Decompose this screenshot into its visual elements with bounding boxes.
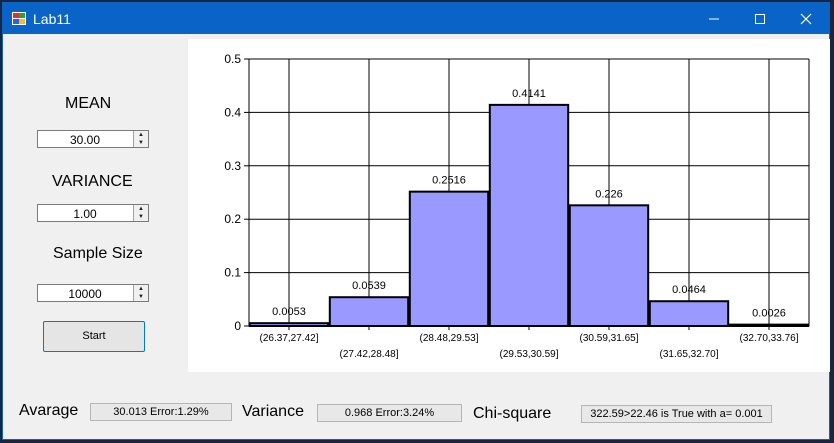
bar-data-label: 0.0026 [752,308,786,320]
maximize-icon [755,14,765,25]
x-tick-label: (28.48,29.53] [420,333,479,344]
x-tick-label: (32.70,33.76] [740,333,799,344]
y-tick-label: 0.4 [224,105,241,119]
variance-label: VARIANCE [52,173,133,190]
y-tick-label: 0 [234,319,241,333]
sample-size-spinner[interactable]: ▲ ▼ [133,285,148,301]
y-tick-label: 0.5 [224,52,241,66]
variance-result-label: Variance [242,403,304,420]
y-tick-label: 0.3 [224,159,241,173]
spin-down-icon[interactable]: ▼ [138,214,144,220]
histogram-svg: 0.0053 0.0539 0.2516 0.4141 0.226 0.0464 0.002… [224,52,810,360]
maximize-button[interactable] [737,3,783,34]
x-tick-label: (27.42,28.48] [340,349,399,360]
app-icon [12,12,26,25]
y-tick-label: 0.2 [224,212,241,226]
x-tick-label: (29.53,30.59] [500,349,559,360]
mean-value: 30.00 [69,133,101,147]
close-button[interactable] [783,3,829,34]
chart-bars: 0.0053 0.0539 0.2516 0.4141 0.226 0.0464 0.002… [248,88,810,328]
bar-data-label: 0.0539 [352,280,386,292]
bar-data-label: 0.226 [595,188,623,200]
minimize-button[interactable] [691,3,737,34]
spin-down-icon[interactable]: ▼ [138,294,144,300]
bar-data-label: 0.0464 [672,284,706,296]
x-tick-label: (30.59,31.65] [580,333,639,344]
x-tick-label: (26.37,27.42] [260,333,319,344]
variance-spinner[interactable]: ▲ ▼ [133,205,148,221]
chart-axes: 0 0.1 0.2 0.3 0.4 0.5 (26.37,27.42] (27.42,28.4… [224,52,809,360]
spin-down-icon[interactable]: ▼ [138,140,144,146]
window-title: Lab11 [33,11,71,27]
chisq-label: Chi-square [473,405,552,422]
title-bar[interactable]: Lab11 [3,3,829,34]
average-label: Avarage [19,402,79,419]
spin-up-icon[interactable]: ▲ [138,286,144,292]
variance-value: 1.00 [73,207,97,221]
spin-up-icon[interactable]: ▲ [138,132,144,138]
y-tick-label: 0.1 [224,266,241,280]
spin-up-icon[interactable]: ▲ [138,206,144,212]
sample-size-label: Sample Size [53,245,143,262]
histogram-bar [648,300,730,328]
average-output: 30.013 Error:1.29% [90,403,232,421]
mean-input[interactable]: 30.00 ▲ ▼ [37,130,149,148]
histogram-bar [488,103,570,327]
bar-data-label: 0.4141 [512,88,546,100]
x-tick-label: (31.65,32.70] [660,349,719,360]
bar-data-label: 0.2516 [432,175,466,187]
histogram-chart: 0.0053 0.0539 0.2516 0.4141 0.226 0.0464 0.002… [188,39,830,372]
histogram-bar [568,204,650,327]
histogram-bar [328,296,410,328]
close-icon [800,13,812,25]
chisq-output: 322.59>22.46 is True with a= 0.001 [581,405,772,423]
variance-output: 0.968 Error:3.24% [317,404,462,422]
mean-spinner[interactable]: ▲ ▼ [133,131,148,147]
variance-input[interactable]: 1.00 ▲ ▼ [37,204,149,222]
mean-label: MEAN [65,95,112,112]
bar-data-label: 0.0053 [272,306,306,318]
sample-size-value: 10000 [68,287,102,301]
start-button[interactable]: Start [43,321,145,352]
minimize-icon [709,18,719,20]
sample-size-input[interactable]: 10000 ▲ ▼ [37,284,149,302]
histogram-bar [408,190,490,327]
